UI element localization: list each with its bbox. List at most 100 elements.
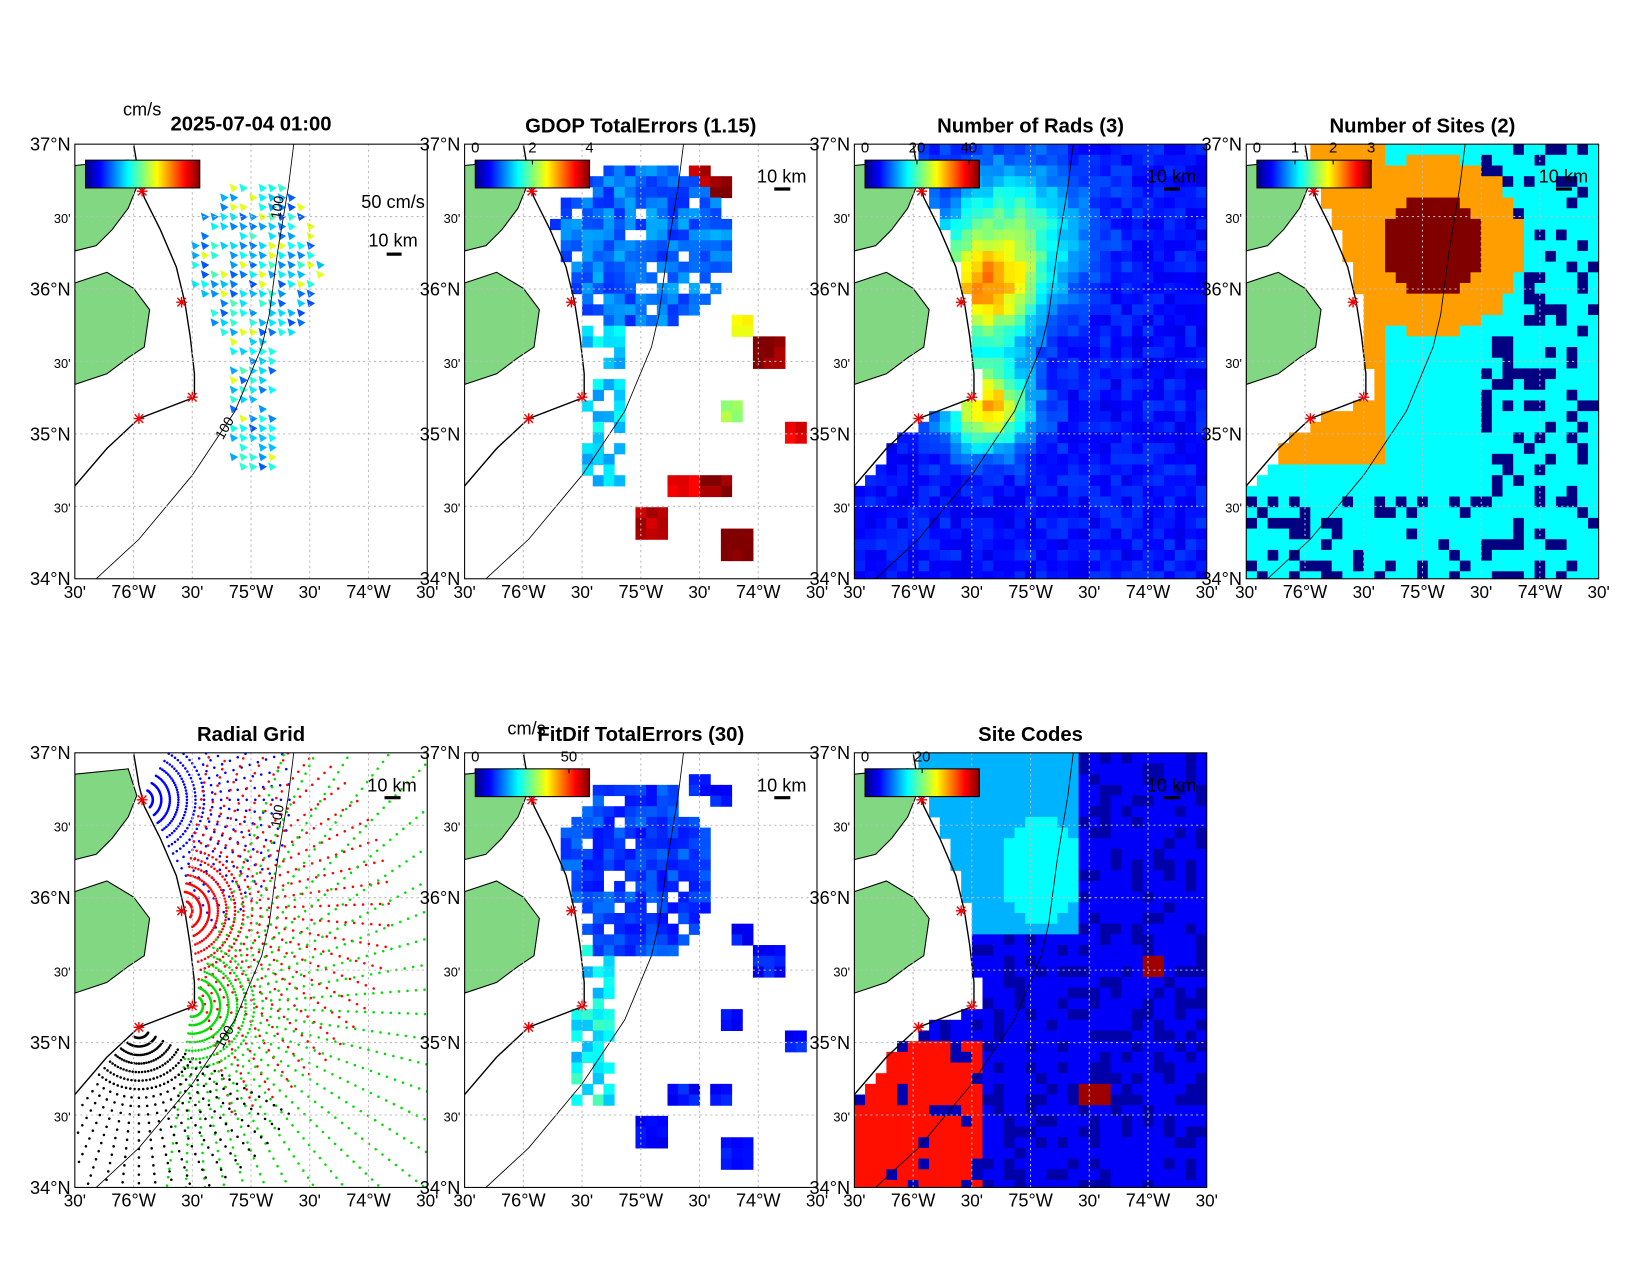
field-cell bbox=[918, 432, 930, 444]
current-vector bbox=[220, 193, 229, 202]
field-cell bbox=[1003, 475, 1016, 487]
radial-grid-point bbox=[270, 785, 274, 789]
field-cell bbox=[1121, 229, 1133, 241]
radial-grid-point bbox=[241, 918, 245, 921]
radial-grid-point bbox=[215, 899, 218, 903]
radial-grid-point bbox=[141, 1053, 145, 1057]
field-cell bbox=[1449, 560, 1461, 572]
field-cell bbox=[1342, 421, 1354, 434]
field-cell bbox=[1555, 443, 1568, 455]
radial-grid-point bbox=[285, 1050, 288, 1054]
field-cell bbox=[1078, 325, 1090, 337]
field-cell bbox=[1513, 539, 1525, 551]
field-cell bbox=[667, 165, 679, 177]
radial-grid-point bbox=[276, 769, 280, 773]
field-cell bbox=[1395, 571, 1407, 579]
radial-grid-point bbox=[202, 880, 206, 884]
radial-grid-point bbox=[355, 893, 359, 897]
field-cell bbox=[1196, 176, 1207, 188]
field-cell bbox=[1174, 443, 1186, 455]
field-cell bbox=[1078, 389, 1090, 401]
radial-grid-point bbox=[174, 810, 178, 814]
field-cell bbox=[1121, 197, 1133, 209]
radial-grid-point bbox=[247, 867, 250, 871]
field-cell bbox=[1196, 368, 1207, 380]
radial-grid-point bbox=[284, 1179, 287, 1183]
field-cell bbox=[1438, 304, 1450, 316]
field-cell bbox=[1577, 464, 1589, 476]
field-cell bbox=[731, 539, 743, 551]
field-cell bbox=[1566, 432, 1578, 444]
radial-grid-point bbox=[378, 923, 382, 927]
y-tick-label: 34°N bbox=[30, 569, 71, 589]
field-cell bbox=[731, 549, 743, 562]
field-cell bbox=[1555, 154, 1568, 167]
field-cell bbox=[1406, 315, 1418, 327]
radial-grid-point bbox=[353, 1027, 357, 1031]
radial-grid-point bbox=[222, 986, 226, 990]
field-cell bbox=[1046, 549, 1058, 562]
radial-grid-point bbox=[233, 1109, 236, 1113]
radial-grid-point bbox=[385, 1075, 389, 1079]
field-cell bbox=[1246, 528, 1258, 540]
radial-grid-point bbox=[260, 1071, 263, 1074]
radial-grid-point bbox=[286, 1045, 290, 1049]
radial-grid-point bbox=[212, 975, 215, 978]
field-cell bbox=[1132, 144, 1144, 156]
field-cell bbox=[1099, 507, 1112, 519]
radial-grid-point bbox=[393, 1078, 397, 1081]
field-cell bbox=[1577, 336, 1589, 348]
panel-title: 2025-07-04 01:00 bbox=[170, 113, 331, 135]
radial-grid-point bbox=[402, 827, 405, 831]
radial-grid-point bbox=[329, 827, 332, 831]
field-cell bbox=[1406, 261, 1418, 273]
field-cell bbox=[971, 496, 984, 508]
radial-grid-point bbox=[398, 864, 401, 868]
field-cell bbox=[993, 261, 1005, 273]
radial-grid-point bbox=[223, 759, 226, 763]
field-cell bbox=[1481, 304, 1493, 316]
radial-grid-point bbox=[351, 885, 355, 889]
radial-grid-point bbox=[242, 905, 245, 908]
field-cell bbox=[1321, 453, 1333, 466]
field-cell bbox=[1587, 347, 1599, 359]
field-cell bbox=[646, 197, 658, 209]
field-cell bbox=[1449, 208, 1461, 220]
current-vector bbox=[220, 298, 229, 308]
field-cell bbox=[1331, 507, 1343, 519]
radial-grid-point bbox=[361, 903, 365, 906]
field-cell bbox=[1185, 539, 1197, 551]
field-cell bbox=[1110, 176, 1122, 188]
field-cell bbox=[1110, 421, 1122, 434]
radial-grid-point bbox=[252, 998, 256, 1001]
x-tick-label: 30' bbox=[299, 583, 321, 602]
radial-grid-point bbox=[306, 878, 310, 881]
field-cell bbox=[1003, 389, 1016, 401]
field-cell bbox=[1174, 272, 1186, 284]
x-tick-label: 75°W bbox=[1400, 582, 1445, 602]
radial-grid-point bbox=[262, 787, 266, 790]
field-cell bbox=[1566, 421, 1578, 434]
current-vector bbox=[258, 298, 268, 308]
radial-grid-point bbox=[286, 1079, 290, 1083]
radial-grid-point bbox=[292, 1029, 296, 1033]
field-cell bbox=[1099, 325, 1112, 337]
radial-grid-point bbox=[275, 917, 279, 920]
field-cell bbox=[1395, 549, 1407, 562]
radial-grid-point bbox=[140, 1062, 143, 1065]
colorbar-tick-label: 20 bbox=[909, 140, 926, 157]
current-vector bbox=[248, 327, 258, 337]
field-cell bbox=[1481, 400, 1493, 412]
radial-grid-point bbox=[236, 788, 239, 792]
x-tick-label: 30' bbox=[181, 583, 203, 602]
field-cell bbox=[1513, 261, 1525, 273]
radial-grid-point bbox=[163, 827, 166, 830]
field-cell bbox=[971, 443, 984, 455]
current-vector bbox=[239, 452, 248, 462]
field-cell bbox=[1089, 485, 1101, 498]
field-cell bbox=[1523, 485, 1536, 498]
radial-grid-point bbox=[244, 999, 247, 1002]
field-cell bbox=[982, 432, 994, 444]
field-cell bbox=[1035, 485, 1048, 498]
field-cell bbox=[1427, 304, 1440, 316]
